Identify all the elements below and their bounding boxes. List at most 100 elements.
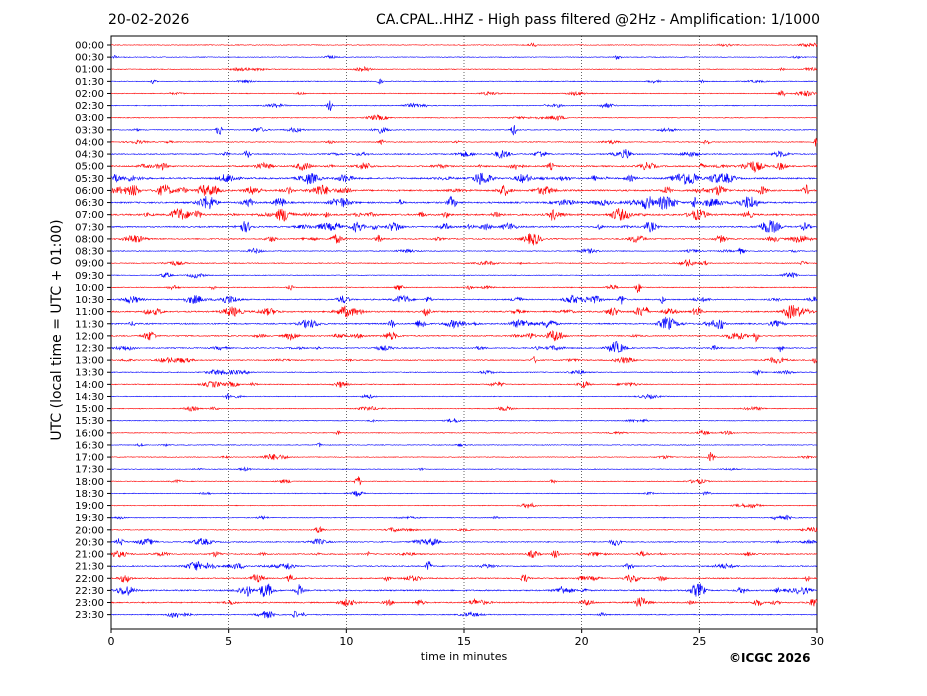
y-tick-label: 09:00 xyxy=(75,259,104,270)
y-tick-label: 15:00 xyxy=(75,404,104,415)
y-tick-label: 16:00 xyxy=(75,428,104,439)
trace-row xyxy=(110,466,818,472)
y-tick-label: 22:00 xyxy=(75,574,104,585)
y-tick-label: 16:30 xyxy=(75,440,104,451)
y-tick-label: 05:00 xyxy=(75,162,104,173)
y-tick-label: 21:00 xyxy=(75,550,104,561)
trace-row xyxy=(110,418,818,424)
trace-row xyxy=(110,100,818,111)
x-tick-label: 0 xyxy=(108,635,115,648)
trace-row xyxy=(110,560,818,571)
trace-row xyxy=(110,380,818,389)
copyright-label: ©ICGC 2026 xyxy=(729,651,811,665)
seismic-traces xyxy=(110,42,818,619)
y-tick-label: 06:00 xyxy=(75,186,104,197)
y-axis-label: UTC (local time = UTC + 01:00) xyxy=(49,219,65,441)
x-tick-label: 25 xyxy=(692,635,706,648)
trace-row xyxy=(110,272,818,279)
trace-row xyxy=(110,42,818,48)
chart-title: CA.CPAL..HHZ - High pass filtered @2Hz -… xyxy=(375,12,820,28)
y-tick-label: 08:30 xyxy=(75,247,104,258)
y-tick-label: 04:00 xyxy=(75,137,104,148)
trace-row xyxy=(110,149,818,159)
trace-row xyxy=(110,451,818,462)
y-tick-label: 11:00 xyxy=(75,307,104,318)
trace-row xyxy=(110,219,818,233)
trace-row xyxy=(110,283,818,293)
y-tick-label: 06:30 xyxy=(75,198,104,209)
trace-row xyxy=(110,294,818,305)
trace-row xyxy=(110,393,818,400)
y-tick-label: 17:30 xyxy=(75,465,104,476)
y-tick-label: 12:30 xyxy=(75,344,104,355)
trace-row xyxy=(110,442,818,448)
y-tick-label: 10:30 xyxy=(75,295,104,306)
trace-row xyxy=(110,54,818,60)
y-tick-label: 18:30 xyxy=(75,489,104,500)
x-tick-label: 5 xyxy=(225,635,232,648)
x-axis-label: time in minutes xyxy=(420,650,508,663)
x-tick-label: 10 xyxy=(339,635,353,648)
y-tick-label: 10:00 xyxy=(75,283,104,294)
y-tick-label: 02:00 xyxy=(75,89,104,100)
trace-row xyxy=(110,514,818,521)
y-tick-label: 03:30 xyxy=(75,125,104,136)
x-tick-label: 15 xyxy=(457,635,471,648)
trace-row xyxy=(110,161,818,173)
date-label: 20-02-2026 xyxy=(108,12,190,28)
y-tick-label: 05:30 xyxy=(75,174,104,185)
y-axis-ticks: 00:0000:3001:0001:3002:0002:3003:0003:30… xyxy=(75,41,111,621)
trace-row xyxy=(110,356,818,365)
trace-row xyxy=(110,208,818,222)
y-tick-label: 20:30 xyxy=(75,537,104,548)
y-tick-label: 04:30 xyxy=(75,150,104,161)
y-tick-label: 19:30 xyxy=(75,513,104,524)
trace-row xyxy=(110,340,818,353)
vertical-gridlines xyxy=(228,36,700,629)
trace-row xyxy=(110,78,818,85)
trace-row xyxy=(110,259,818,267)
y-tick-label: 18:00 xyxy=(75,477,104,488)
trace-row xyxy=(110,429,818,436)
trace-row xyxy=(110,490,818,497)
y-tick-label: 00:00 xyxy=(75,41,104,52)
trace-row xyxy=(110,316,818,330)
trace-row xyxy=(110,525,818,533)
y-tick-label: 13:30 xyxy=(75,368,104,379)
trace-row xyxy=(110,247,818,255)
trace-row xyxy=(110,114,818,122)
y-tick-label: 14:30 xyxy=(75,392,104,403)
y-tick-label: 01:00 xyxy=(75,65,104,76)
y-tick-label: 23:30 xyxy=(75,610,104,621)
trace-row xyxy=(110,125,818,136)
trace-row xyxy=(110,574,818,583)
y-tick-label: 17:00 xyxy=(75,453,104,464)
trace-row xyxy=(110,538,818,547)
y-tick-label: 12:00 xyxy=(75,331,104,342)
y-tick-label: 19:00 xyxy=(75,501,104,512)
trace-row xyxy=(110,172,818,185)
y-tick-label: 02:30 xyxy=(75,101,104,112)
y-tick-label: 13:00 xyxy=(75,356,104,367)
y-tick-label: 22:30 xyxy=(75,586,104,597)
y-tick-label: 07:00 xyxy=(75,210,104,221)
trace-row xyxy=(110,583,818,598)
trace-row xyxy=(110,90,818,97)
y-tick-label: 00:30 xyxy=(75,53,104,64)
trace-row xyxy=(110,597,818,608)
trace-row xyxy=(110,304,818,319)
trace-row xyxy=(110,368,818,376)
y-tick-label: 09:30 xyxy=(75,271,104,282)
y-tick-label: 15:30 xyxy=(75,416,104,427)
x-tick-label: 20 xyxy=(575,635,589,648)
trace-row xyxy=(110,233,818,246)
trace-row xyxy=(110,65,818,72)
trace-row xyxy=(110,330,818,343)
x-axis-ticks: 0 5 10 15 20 25 30 xyxy=(108,629,824,648)
y-tick-label: 11:30 xyxy=(75,319,104,330)
x-tick-label: 30 xyxy=(810,635,824,648)
y-tick-label: 20:00 xyxy=(75,525,104,536)
trace-row xyxy=(110,502,818,509)
trace-row xyxy=(110,137,818,147)
